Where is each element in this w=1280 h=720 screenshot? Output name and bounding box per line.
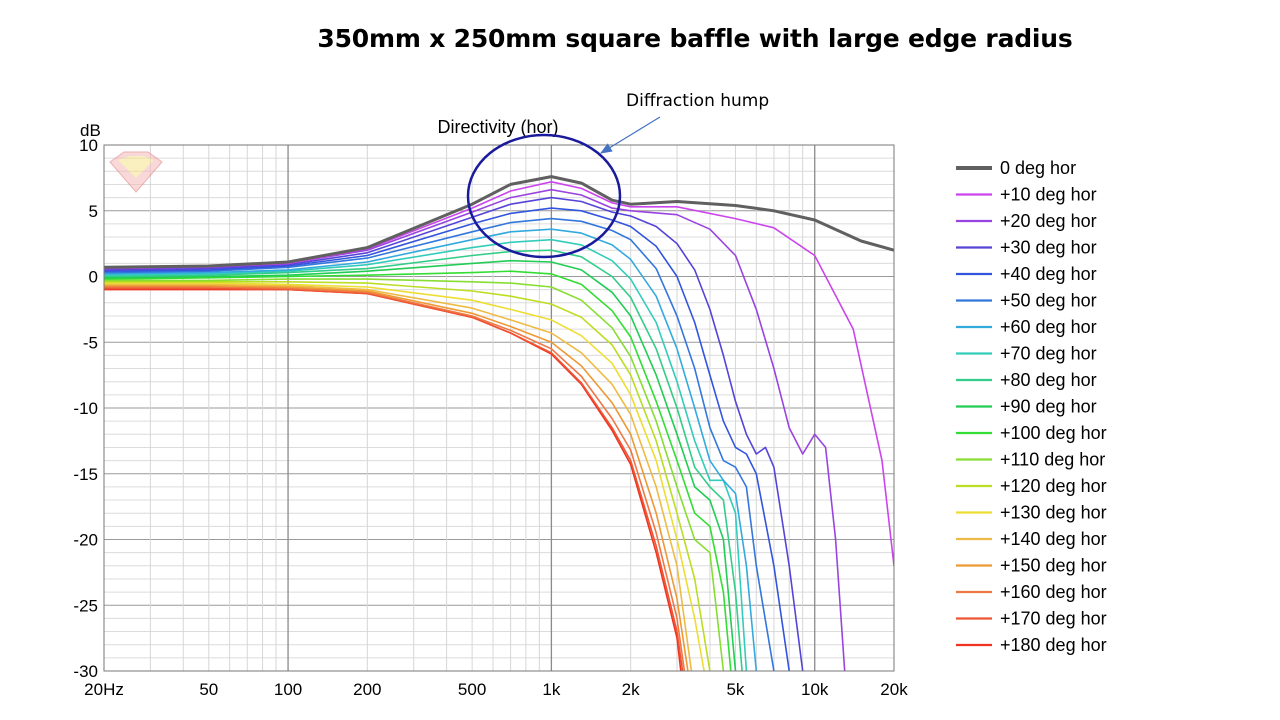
y-tick-label: 10 (79, 136, 98, 155)
y-axis-label: dB (80, 121, 101, 140)
series-line (104, 249, 743, 671)
series-line (104, 282, 705, 671)
legend-label: +170 deg hor (1000, 609, 1107, 629)
x-tick-label: 2k (622, 680, 640, 699)
annotation-arrow (599, 116, 661, 154)
x-tick-label: 1k (542, 680, 560, 699)
chart-title: Directivity (hor) (437, 117, 558, 137)
plot-frame (103, 144, 895, 672)
series-line (104, 207, 790, 671)
slide-title: 350mm x 250mm square baffle with large e… (317, 24, 1073, 53)
series-line (104, 281, 711, 671)
legend-label: +30 deg hor (1000, 238, 1097, 258)
legend-label: +10 deg hor (1000, 185, 1097, 205)
y-tick-label: -15 (73, 465, 98, 484)
legend-label: +130 deg hor (1000, 503, 1107, 523)
legend-label: +140 deg hor (1000, 529, 1107, 549)
legend-label: +40 deg hor (1000, 264, 1097, 284)
series-line (104, 188, 846, 671)
y-ticks: 10 5 0 -5 -10 -15 -20 -25 -30 (73, 136, 98, 681)
legend-label: +90 deg hor (1000, 397, 1097, 417)
x-tick-label: 200 (353, 680, 381, 699)
annotation-label: Diffraction hump (626, 91, 770, 111)
legend-label: +60 deg hor (1000, 317, 1097, 337)
logo-watermark (109, 151, 163, 193)
series-line (104, 228, 758, 671)
legend-label: +70 deg hor (1000, 344, 1097, 364)
y-tick-label: -10 (73, 399, 98, 418)
grid (103, 144, 895, 672)
y-tick-label: 0 (89, 268, 98, 287)
y-tick-label: -20 (73, 531, 98, 550)
series-line (104, 196, 804, 671)
y-tick-label: -5 (83, 333, 98, 352)
y-tick-label: 5 (89, 202, 98, 221)
series-line (104, 270, 732, 671)
y-tick-label: -30 (73, 662, 98, 681)
series-line (104, 259, 737, 671)
legend-label: +150 deg hor (1000, 556, 1107, 576)
series-line (104, 287, 684, 671)
legend-label: +100 deg hor (1000, 423, 1107, 443)
legend-label: +180 deg hor (1000, 635, 1107, 655)
diffraction-hump-ellipse (466, 133, 622, 259)
y-tick-label: -25 (73, 596, 98, 615)
legend-label: +80 deg hor (1000, 370, 1097, 390)
x-tick-label: 20k (880, 680, 908, 699)
series-line (104, 175, 894, 269)
legend-label: +110 deg hor (1000, 450, 1105, 470)
series-lines (104, 175, 894, 671)
series-line (104, 217, 775, 671)
series-line (104, 283, 693, 671)
legend-label: +160 deg hor (1000, 582, 1107, 602)
legend-label: +50 deg hor (1000, 291, 1097, 311)
legend-label: +120 deg hor (1000, 476, 1107, 496)
series-line (104, 278, 725, 671)
series-line (104, 284, 689, 671)
x-tick-label: 10k (801, 680, 829, 699)
legend-label: 0 deg hor (1000, 158, 1076, 178)
legend-label: +20 deg hor (1000, 211, 1097, 231)
x-tick-label: 50 (199, 680, 218, 699)
legend: 0 deg hor +10 deg hor +20 deg hor +30 deg h… (956, 158, 1107, 655)
x-tick-label: 100 (274, 680, 302, 699)
x-tick-label: 20Hz (84, 680, 124, 699)
series-line (104, 286, 686, 671)
x-tick-label: 500 (458, 680, 486, 699)
x-ticks: 20Hz 50 100 200 500 1k 2k 5k 10k 20k (84, 680, 908, 699)
series-line (104, 238, 748, 671)
x-tick-label: 5k (726, 680, 744, 699)
